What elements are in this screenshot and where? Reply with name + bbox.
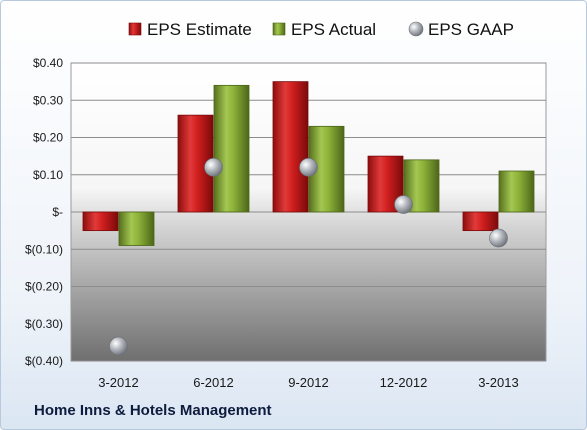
y-tick-label: $0.30	[33, 93, 63, 107]
legend-swatch-eps-estimate	[128, 22, 142, 36]
y-tick-label: $-	[52, 205, 63, 219]
legend-label: EPS GAAP	[428, 20, 514, 39]
x-tick-label: 9-2012	[288, 375, 328, 390]
company-name: Home Inns & Hotels Management	[34, 402, 272, 419]
marker-eps-gaap	[204, 158, 223, 177]
legend-swatch-eps-actual	[272, 22, 286, 36]
marker-eps-gaap	[394, 195, 413, 214]
bar-eps-actual	[498, 170, 535, 213]
bar-eps-estimate	[462, 211, 499, 232]
x-tick-label: 3-2013	[478, 375, 518, 390]
y-tick-label: $(0.20)	[25, 280, 63, 294]
bar-eps-estimate	[82, 211, 119, 232]
y-tick-label: $(0.30)	[25, 317, 63, 331]
y-tick-label: $(0.40)	[25, 354, 63, 368]
y-tick-label: $0.20	[33, 131, 63, 145]
y-tick-label: $(0.10)	[25, 242, 63, 256]
bar-eps-actual	[213, 84, 250, 213]
marker-eps-gaap	[299, 158, 318, 177]
y-tick-label: $0.10	[33, 168, 63, 182]
x-tick-label: 6-2012	[193, 375, 233, 390]
legend-swatch-eps-gaap	[408, 21, 424, 37]
x-tick-label: 3-2012	[98, 375, 138, 390]
legend-label: EPS Estimate	[147, 20, 252, 39]
bar-eps-actual	[118, 211, 155, 246]
x-tick-label: 12-2012	[380, 375, 428, 390]
bar-eps-estimate	[272, 81, 309, 213]
marker-eps-gaap	[109, 336, 128, 356]
legend-label: EPS Actual	[291, 20, 376, 39]
marker-eps-gaap	[489, 228, 508, 248]
y-tick-label: $0.40	[33, 56, 63, 70]
